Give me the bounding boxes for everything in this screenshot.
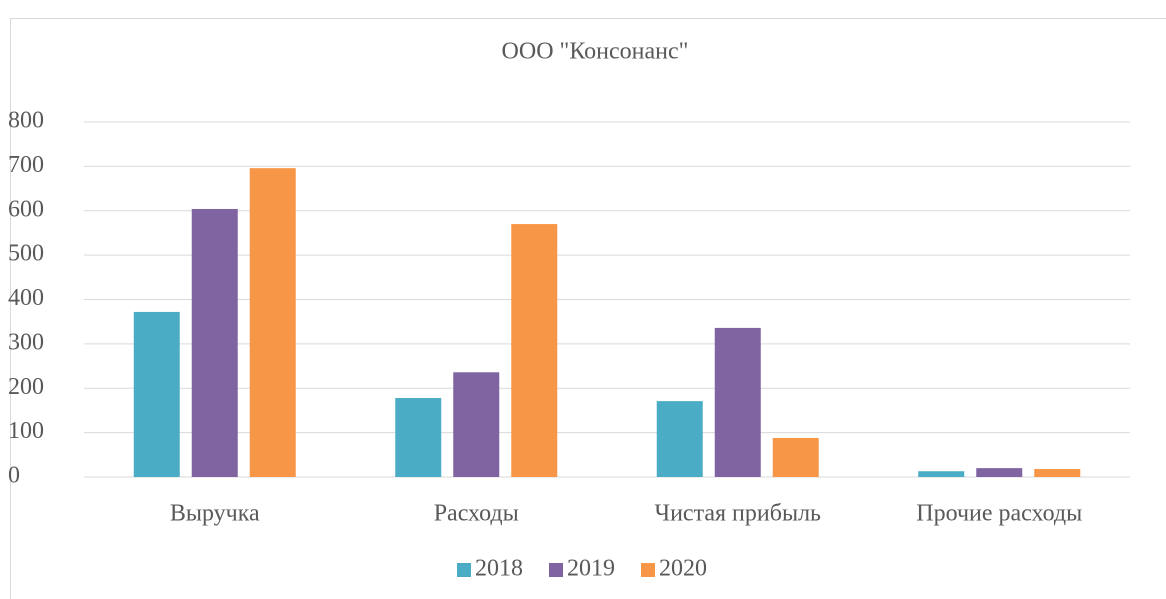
y-tick-label: 600 [8, 196, 44, 222]
bar [453, 372, 500, 477]
y-tick-label: 400 [8, 285, 44, 311]
y-tick-label: 200 [8, 374, 44, 400]
chart-title: ООО "Консонанс" [502, 39, 689, 65]
y-tick-label: 0 [8, 463, 20, 489]
legend-swatch [641, 563, 655, 577]
y-tick-label: 100 [8, 418, 44, 444]
x-tick-label: Чистая прибыль [654, 501, 821, 527]
bar [511, 224, 558, 477]
y-tick-label: 500 [8, 241, 44, 267]
legend-swatch [457, 563, 471, 577]
legend-label: 2020 [659, 556, 707, 582]
legend-label: 2018 [475, 556, 523, 582]
legend-label: 2019 [567, 556, 615, 582]
x-tick-label: Прочие расходы [916, 501, 1082, 527]
bar [714, 327, 761, 477]
bar [918, 471, 965, 477]
bar [772, 437, 819, 477]
bar [249, 168, 296, 477]
bar [976, 468, 1023, 477]
bar [656, 401, 703, 477]
x-tick-label: Расходы [434, 501, 519, 527]
x-tick-label: Выручка [170, 501, 260, 527]
y-tick-label: 700 [8, 152, 44, 178]
legend-swatch [549, 563, 563, 577]
y-tick-label: 300 [8, 329, 44, 355]
bar [133, 311, 180, 477]
bar [1034, 469, 1081, 477]
y-tick-label: 800 [8, 108, 44, 134]
bar [191, 208, 238, 477]
bar [395, 398, 442, 477]
